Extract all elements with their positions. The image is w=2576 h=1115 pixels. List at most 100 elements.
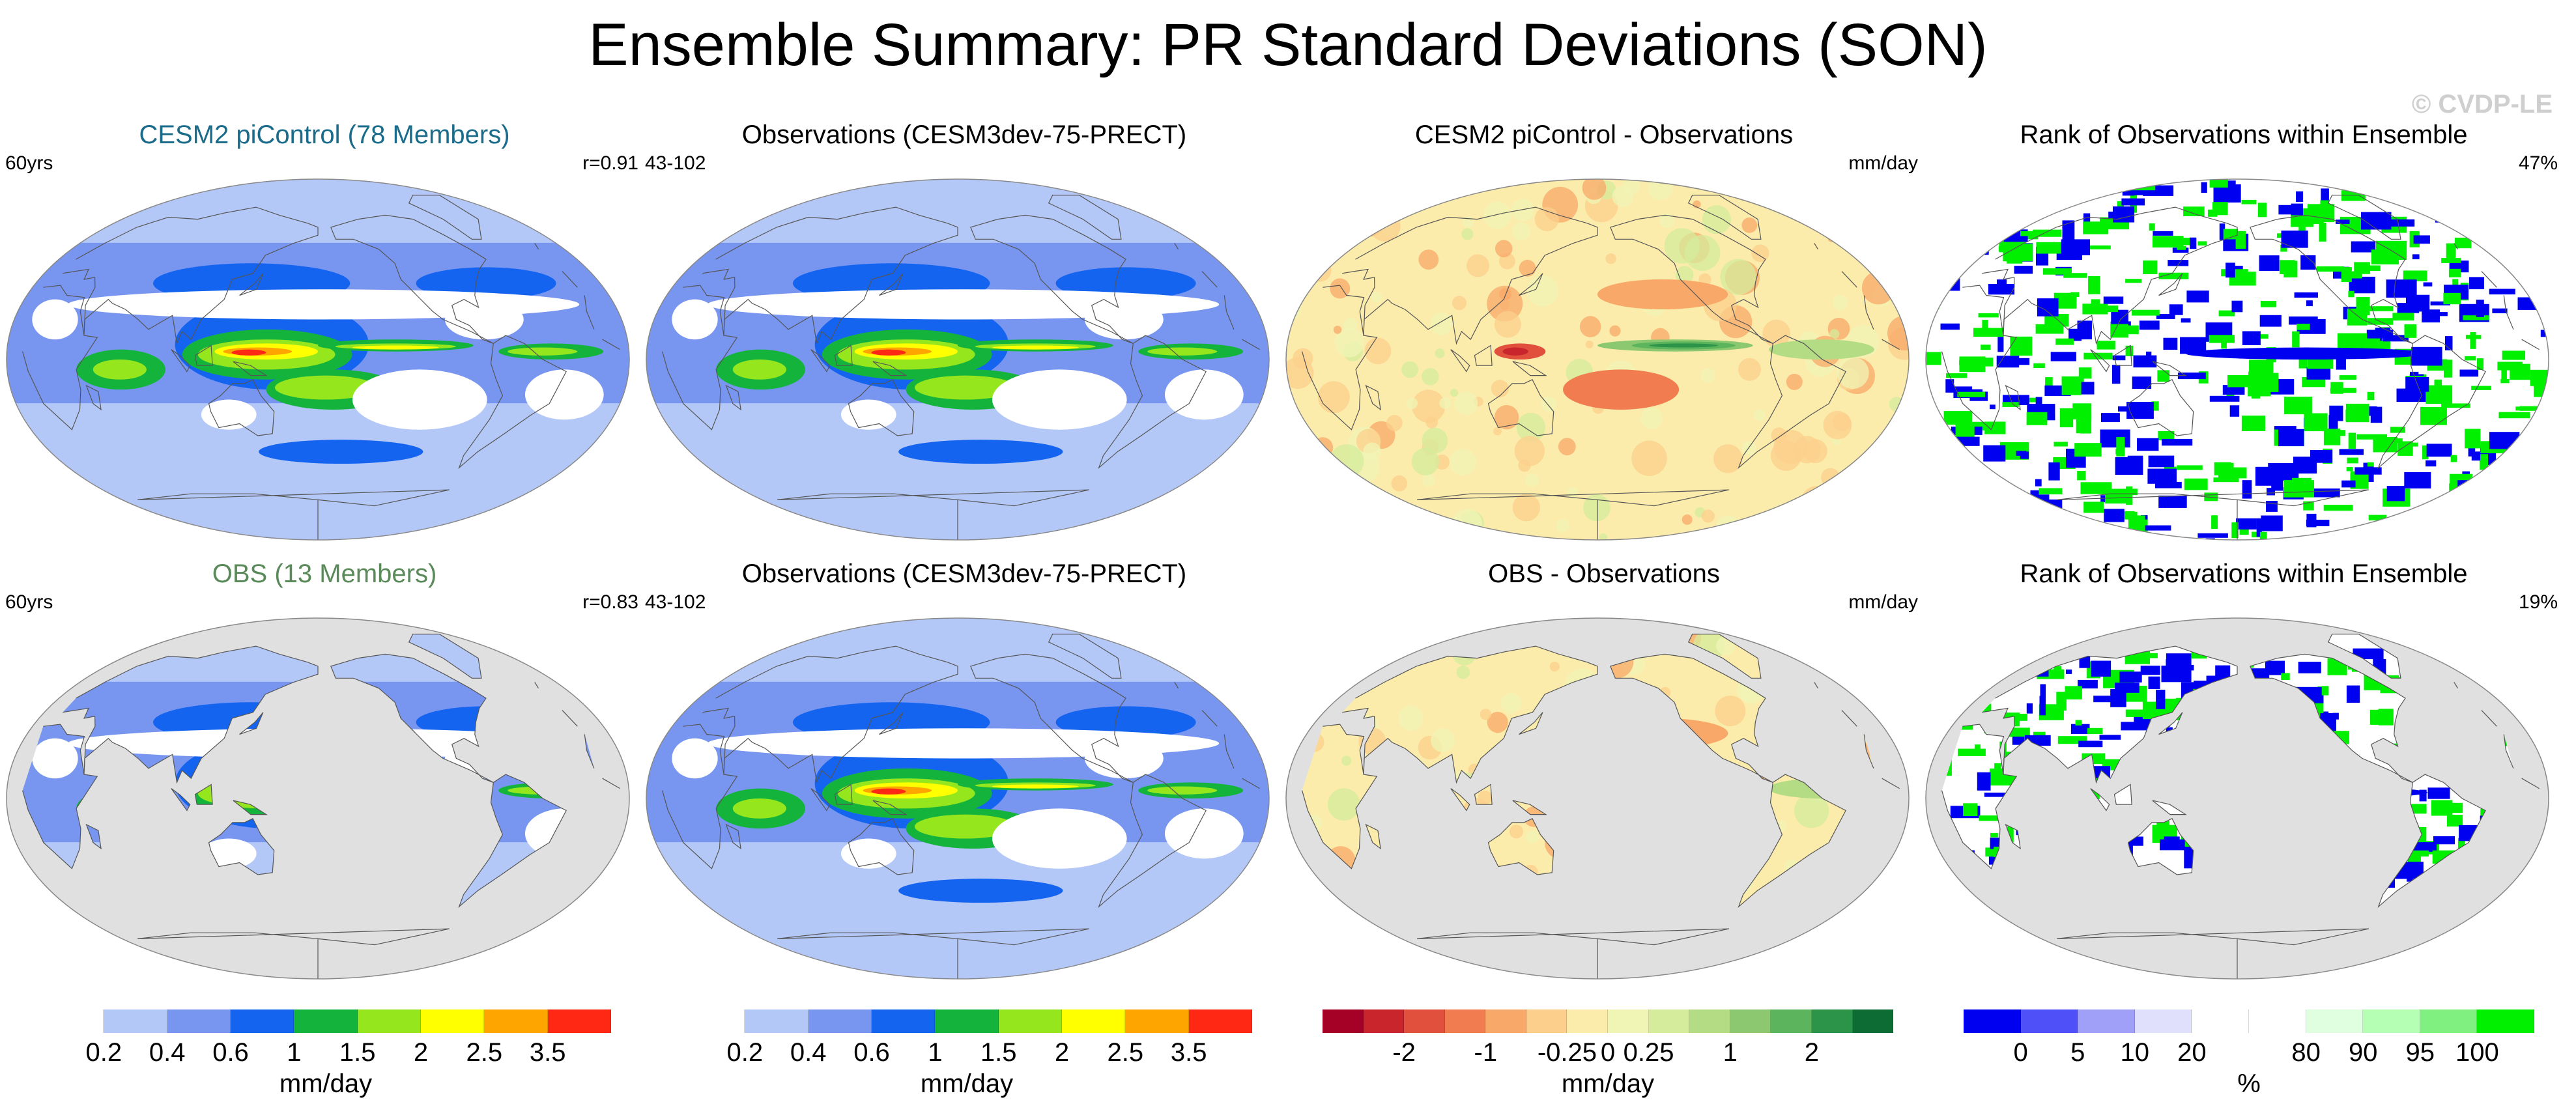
colorbar-box bbox=[420, 1009, 485, 1033]
colorbar-tick: -2 bbox=[1392, 1038, 1416, 1067]
colorbar-box bbox=[294, 1009, 358, 1033]
colorbar-tick: 1.5 bbox=[339, 1038, 376, 1067]
colorbar-box bbox=[1526, 1009, 1567, 1033]
panel-left-label: 43-102 bbox=[645, 152, 706, 174]
colorbar-tick: 0.25 bbox=[1623, 1038, 1674, 1067]
colorbar-box bbox=[871, 1009, 936, 1033]
colorbar-tick: 0 bbox=[1600, 1038, 1616, 1067]
panel-right-label: 47% bbox=[2518, 152, 2558, 174]
colorbar-tick: 20 bbox=[2177, 1038, 2207, 1067]
colorbar-box bbox=[2363, 1009, 2420, 1033]
colorbar-label: mm/day bbox=[279, 1069, 373, 1098]
map-5 bbox=[646, 617, 1270, 980]
colorbar-box bbox=[2020, 1009, 2078, 1033]
map-1 bbox=[646, 178, 1270, 541]
colorbar-box bbox=[1964, 1009, 2021, 1033]
map-3 bbox=[1925, 178, 2549, 541]
colorbar-tick: 2 bbox=[1804, 1038, 1819, 1067]
colorbar-tick: 2 bbox=[1054, 1038, 1070, 1067]
panel-title: OBS - Observations bbox=[1488, 559, 1720, 588]
panel-left-label: 43-102 bbox=[645, 591, 706, 613]
colorbar-tick: 1.5 bbox=[980, 1038, 1017, 1067]
colorbar-box bbox=[1323, 1009, 1364, 1033]
colorbar-box bbox=[1811, 1009, 1853, 1033]
colorbar-tick: 90 bbox=[2348, 1038, 2378, 1067]
colorbar-tick: 0.2 bbox=[726, 1038, 764, 1067]
panel-p8: Rank of Observations within Ensemble 19% bbox=[1925, 558, 2563, 987]
colorbar-boxes bbox=[681, 1009, 1252, 1033]
colorbar-box bbox=[808, 1009, 872, 1033]
watermark: © CVDP-LE bbox=[2411, 90, 2553, 119]
colorbar-tick: 95 bbox=[2405, 1038, 2435, 1067]
colorbar-box bbox=[1404, 1009, 1445, 1033]
colorbar-box bbox=[104, 1009, 167, 1033]
colorbar-box bbox=[1188, 1009, 1252, 1033]
colorbar-box bbox=[2248, 1009, 2306, 1033]
panel-p6: Observations (CESM3dev-75-PRECT) 43-102 bbox=[645, 558, 1283, 987]
colorbar-tick: 0.6 bbox=[212, 1038, 249, 1067]
colorbar-boxes bbox=[40, 1009, 611, 1033]
panel-right-label: r=0.83 bbox=[582, 591, 638, 613]
panel-title: CESM2 piControl (78 Members) bbox=[139, 120, 510, 149]
panel-title: OBS (13 Members) bbox=[212, 559, 437, 588]
colorbar-tick: 2.5 bbox=[1107, 1038, 1144, 1067]
colorbar-box bbox=[1771, 1009, 1812, 1033]
panel-p4: Rank of Observations within Ensemble 47% bbox=[1925, 119, 2563, 548]
panel-left-label: 60yrs bbox=[5, 591, 53, 613]
panel-right-label: mm/day bbox=[1848, 152, 1918, 174]
colorbar-box bbox=[1125, 1009, 1189, 1033]
panel-title: Rank of Observations within Ensemble bbox=[2020, 120, 2468, 149]
colorbar-tick: 0.2 bbox=[85, 1038, 122, 1067]
colorbar-box bbox=[2078, 1009, 2135, 1033]
colorbar-box bbox=[1689, 1009, 1730, 1033]
colorbar-box bbox=[998, 1009, 1062, 1033]
panel-p2: Observations (CESM3dev-75-PRECT) 43-102 bbox=[645, 119, 1283, 548]
panel-title: CESM2 piControl - Observations bbox=[1414, 120, 1794, 149]
panel-title: Observations (CESM3dev-75-PRECT) bbox=[741, 120, 1187, 149]
colorbar-box bbox=[1730, 1009, 1771, 1033]
colorbar-boxes bbox=[1323, 1009, 1894, 1033]
panel-p5: OBS (13 Members) 60yrs r=0.83 bbox=[5, 558, 644, 987]
colorbar-box bbox=[1608, 1009, 1649, 1033]
panel-right-label: 19% bbox=[2518, 591, 2558, 613]
colorbar-box bbox=[1444, 1009, 1486, 1033]
panel-title: Rank of Observations within Ensemble bbox=[2020, 559, 2468, 588]
colorbar-box bbox=[2192, 1009, 2249, 1033]
map-2 bbox=[1285, 178, 1910, 541]
page-title: Ensemble Summary: PR Standard Deviations… bbox=[588, 12, 1988, 78]
panel-left-label: 60yrs bbox=[5, 152, 53, 174]
colorbar-tick: 0.6 bbox=[853, 1038, 890, 1067]
colorbar-box bbox=[547, 1009, 611, 1033]
panel-title: Observations (CESM3dev-75-PRECT) bbox=[741, 559, 1187, 588]
colorbar-box bbox=[357, 1009, 421, 1033]
colorbar-box bbox=[745, 1009, 809, 1033]
colorbar-box bbox=[484, 1009, 548, 1033]
colorbar-tick: 1 bbox=[1723, 1038, 1738, 1067]
colorbar-tick: 0.4 bbox=[149, 1038, 186, 1067]
colorbar-tick: 1 bbox=[928, 1038, 943, 1067]
colorbar-tick: -0.25 bbox=[1537, 1038, 1597, 1067]
colorbar-box bbox=[2477, 1009, 2534, 1033]
map-0 bbox=[6, 178, 630, 541]
map-7 bbox=[1925, 617, 2549, 980]
colorbar-label: mm/day bbox=[920, 1069, 1014, 1098]
colorbar-boxes bbox=[1964, 1009, 2534, 1033]
colorbar-box bbox=[935, 1009, 999, 1033]
colorbar-box bbox=[40, 1009, 104, 1033]
colorbar-tick: 0 bbox=[2013, 1038, 2028, 1067]
colorbar-box bbox=[681, 1009, 745, 1033]
panel-p1: CESM2 piControl (78 Members) 60yrs r=0.9… bbox=[5, 119, 644, 548]
panel-right-label: mm/day bbox=[1848, 591, 1918, 613]
colorbar-tick: 10 bbox=[2120, 1038, 2150, 1067]
colorbar-box bbox=[2134, 1009, 2192, 1033]
colorbar-tick: 1 bbox=[287, 1038, 302, 1067]
colorbar-box bbox=[1852, 1009, 1894, 1033]
colorbar-tick: 2.5 bbox=[466, 1038, 503, 1067]
colorbar-box bbox=[1061, 1009, 1126, 1033]
map-4 bbox=[6, 617, 630, 980]
colorbar-label: % bbox=[2237, 1069, 2261, 1098]
colorbar-tick: 3.5 bbox=[1170, 1038, 1207, 1067]
colorbar-box bbox=[1648, 1009, 1690, 1033]
colorbar-tick: 100 bbox=[2455, 1038, 2499, 1067]
colorbar-box bbox=[2306, 1009, 2364, 1033]
